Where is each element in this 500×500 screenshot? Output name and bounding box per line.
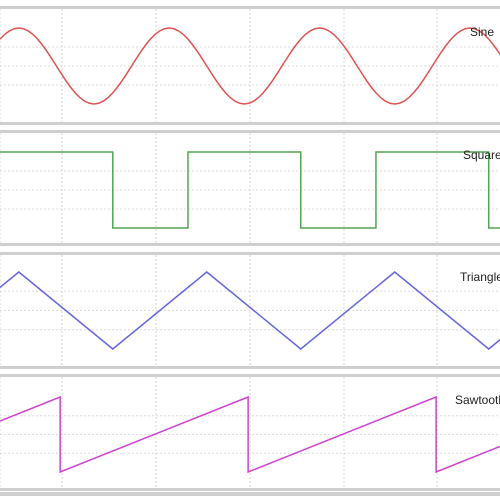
square-label: Square (463, 148, 500, 162)
panel-top-border (0, 130, 500, 133)
panel-sine: Sine (0, 6, 500, 125)
bottom-border (0, 492, 500, 496)
sawtooth-wave-line (0, 395, 500, 474)
gridlines (0, 6, 500, 125)
square-wave-line (0, 151, 500, 229)
gridlines (0, 374, 500, 491)
gridlines (0, 130, 500, 246)
panel-top-border (0, 6, 500, 9)
panel-square: Square (0, 130, 500, 246)
sawtooth-label: Sawtooth (455, 393, 500, 407)
triangle-wave-line (0, 271, 500, 350)
panel-bottom-border (0, 122, 500, 125)
gridlines (0, 252, 500, 369)
sine-wave-line (0, 27, 500, 105)
panel-top-border (0, 374, 500, 377)
panel-sawtooth: Sawtooth (0, 374, 500, 491)
panel-triangle: Triangle (0, 252, 500, 369)
panel-bottom-border (0, 243, 500, 246)
sine-label: Sine (470, 25, 494, 39)
panel-bottom-border (0, 366, 500, 369)
triangle-label: Triangle (460, 270, 500, 284)
panel-top-border (0, 252, 500, 255)
panel-bottom-border (0, 488, 500, 491)
